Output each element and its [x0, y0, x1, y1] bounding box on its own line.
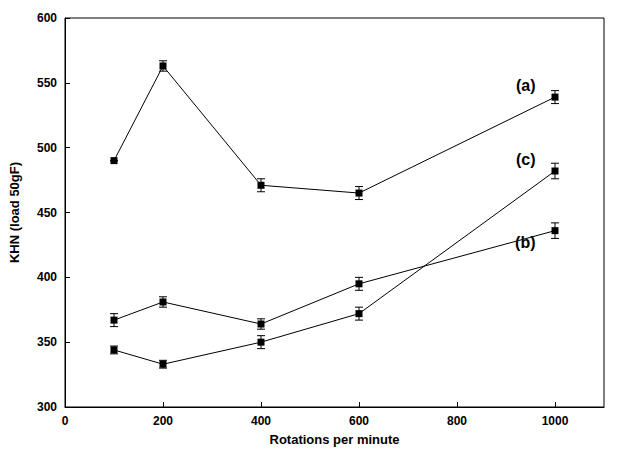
- svg-text:600: 600: [37, 11, 57, 25]
- svg-text:1000: 1000: [542, 414, 569, 428]
- svg-text:0: 0: [62, 414, 69, 428]
- svg-text:550: 550: [37, 76, 57, 90]
- svg-text:300: 300: [37, 400, 57, 414]
- svg-text:200: 200: [153, 414, 173, 428]
- svg-text:KHN (load 50gF): KHN (load 50gF): [7, 162, 22, 263]
- svg-text:800: 800: [447, 414, 467, 428]
- svg-text:400: 400: [251, 414, 271, 428]
- svg-text:600: 600: [349, 414, 369, 428]
- svg-text:Rotations per minute: Rotations per minute: [269, 432, 399, 447]
- svg-text:(a): (a): [516, 77, 536, 94]
- svg-text:450: 450: [37, 206, 57, 220]
- svg-text:400: 400: [37, 270, 57, 284]
- svg-text:(c): (c): [516, 151, 536, 168]
- svg-text:(b): (b): [515, 234, 535, 251]
- svg-text:350: 350: [37, 335, 57, 349]
- svg-text:500: 500: [37, 141, 57, 155]
